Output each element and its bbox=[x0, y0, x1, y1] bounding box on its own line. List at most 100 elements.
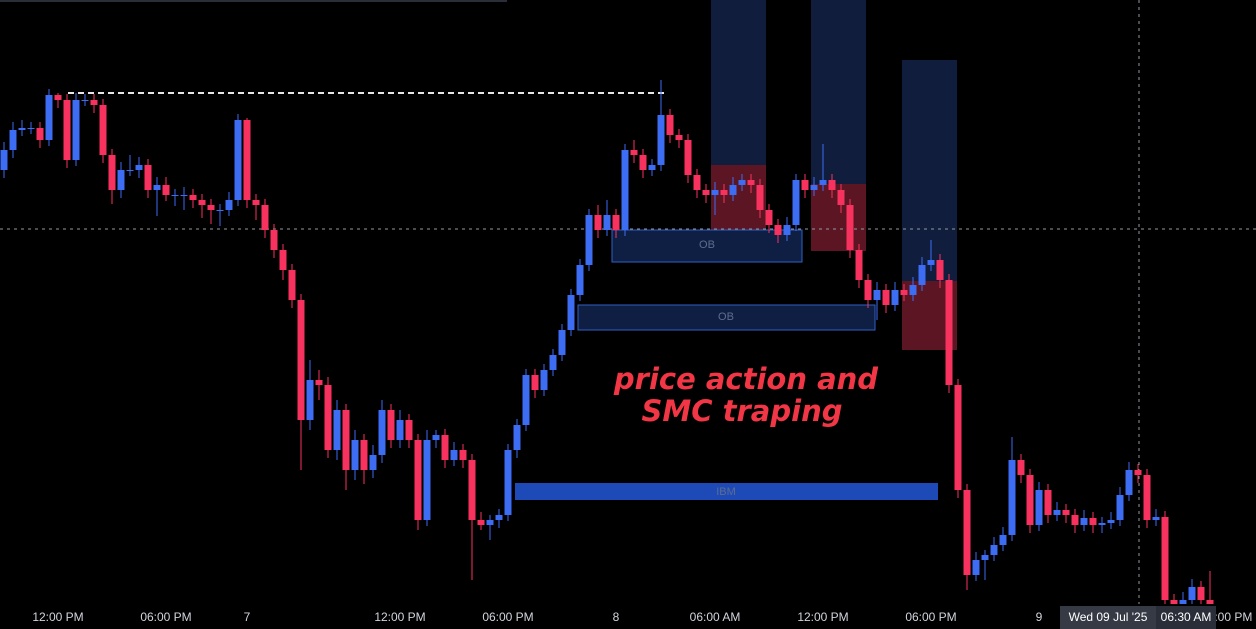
candle-body bbox=[756, 185, 764, 210]
candle-body bbox=[486, 520, 494, 525]
ibm-bar bbox=[515, 483, 938, 500]
candle-body bbox=[621, 150, 629, 230]
candle-body bbox=[936, 260, 944, 280]
candle-body bbox=[378, 410, 386, 455]
candle-body bbox=[693, 175, 701, 190]
candle-body bbox=[603, 215, 611, 230]
candle-body bbox=[216, 210, 224, 211]
candle-body bbox=[567, 295, 575, 330]
candle-body bbox=[423, 440, 431, 520]
candle-body bbox=[1053, 510, 1061, 515]
candle-body bbox=[927, 260, 935, 265]
candle-body bbox=[144, 165, 152, 190]
candle-body bbox=[801, 180, 809, 190]
candle-body bbox=[1152, 517, 1160, 520]
candle-body bbox=[27, 128, 35, 129]
candle-body bbox=[1161, 517, 1169, 600]
candle-body bbox=[396, 420, 404, 440]
candle-body bbox=[819, 180, 827, 185]
candle-body bbox=[918, 265, 926, 285]
candle-body bbox=[846, 205, 854, 250]
candle-body bbox=[342, 410, 350, 470]
candle-body bbox=[792, 180, 800, 225]
x-tick-label: 7 bbox=[244, 610, 251, 624]
candle-body bbox=[1188, 587, 1196, 600]
target-zone bbox=[902, 60, 957, 281]
candle-body bbox=[504, 450, 512, 515]
candle-body bbox=[279, 250, 287, 270]
candle-body bbox=[981, 555, 989, 560]
x-tick-label: 9 bbox=[1036, 610, 1043, 624]
candle-body bbox=[477, 520, 485, 525]
candle-body bbox=[1098, 523, 1106, 525]
candle-body bbox=[1089, 518, 1097, 525]
candle-body bbox=[36, 128, 44, 140]
candle-body bbox=[324, 385, 332, 450]
candle-body bbox=[810, 185, 818, 190]
candle-body bbox=[639, 155, 647, 170]
crosshair-date: Wed 09 Jul '25 bbox=[1069, 610, 1148, 624]
x-tick-label: 12:00 PM bbox=[32, 610, 83, 624]
candle-body bbox=[495, 515, 503, 520]
candle-body bbox=[1107, 520, 1115, 523]
candle-body bbox=[1017, 460, 1025, 475]
candle-body bbox=[180, 195, 188, 196]
candle-body bbox=[189, 195, 197, 200]
candle-body bbox=[126, 170, 134, 171]
candle-body bbox=[117, 170, 125, 190]
candle-body bbox=[828, 180, 836, 190]
x-tick-label: 12:00 PM bbox=[374, 610, 425, 624]
candle-body bbox=[1197, 587, 1205, 600]
candle-body bbox=[765, 210, 773, 225]
candle-body bbox=[738, 180, 746, 185]
candle-body bbox=[1071, 515, 1079, 525]
candle-body bbox=[1062, 510, 1070, 515]
candle-body bbox=[18, 128, 26, 130]
candle-body bbox=[1080, 518, 1088, 525]
candle-body bbox=[387, 410, 395, 440]
candle-body bbox=[135, 165, 143, 170]
candle-body bbox=[1116, 495, 1124, 520]
candle-body bbox=[774, 225, 782, 235]
x-tick-label: 12:00 PM bbox=[797, 610, 848, 624]
candle-body bbox=[270, 230, 278, 250]
candle-body bbox=[1035, 490, 1043, 525]
candle-body bbox=[225, 200, 233, 210]
candle-body bbox=[549, 355, 557, 370]
candle-body bbox=[954, 385, 962, 490]
candle-body bbox=[153, 185, 161, 190]
candle-body bbox=[315, 380, 323, 385]
target-zone bbox=[811, 0, 866, 184]
candle-body bbox=[432, 435, 440, 440]
candle-body bbox=[855, 250, 863, 280]
zone-label: OB bbox=[699, 239, 715, 251]
candle-body bbox=[405, 420, 413, 440]
candle-body bbox=[288, 270, 296, 300]
zone-label: OB bbox=[718, 311, 734, 323]
x-tick-label: 2:00 PM bbox=[1208, 610, 1253, 624]
candle-body bbox=[441, 435, 449, 460]
candle-body bbox=[522, 375, 530, 425]
candle-body bbox=[459, 450, 467, 460]
candle-body bbox=[945, 280, 953, 385]
candle-body bbox=[162, 185, 170, 195]
candle-body bbox=[729, 185, 737, 195]
ob-box bbox=[611, 229, 803, 263]
candle-body bbox=[675, 135, 683, 140]
candle-body bbox=[1125, 470, 1133, 495]
crosshair-date-box bbox=[1060, 606, 1156, 629]
candle-body bbox=[585, 215, 593, 265]
candle-body bbox=[909, 285, 917, 295]
candle-body bbox=[333, 410, 341, 450]
candle-body bbox=[351, 440, 359, 470]
candle-body bbox=[531, 375, 539, 390]
candle-body bbox=[207, 205, 215, 210]
candle-body bbox=[1134, 470, 1142, 475]
target-zone bbox=[711, 0, 766, 165]
x-tick-label: 06:00 PM bbox=[905, 610, 956, 624]
candle-body bbox=[1008, 460, 1016, 535]
x-axis: 12:00 PM 06:00 PM 7 12:00 PM 06:00 PM 8 06:00 … bbox=[0, 604, 1256, 629]
candle-body bbox=[972, 560, 980, 575]
